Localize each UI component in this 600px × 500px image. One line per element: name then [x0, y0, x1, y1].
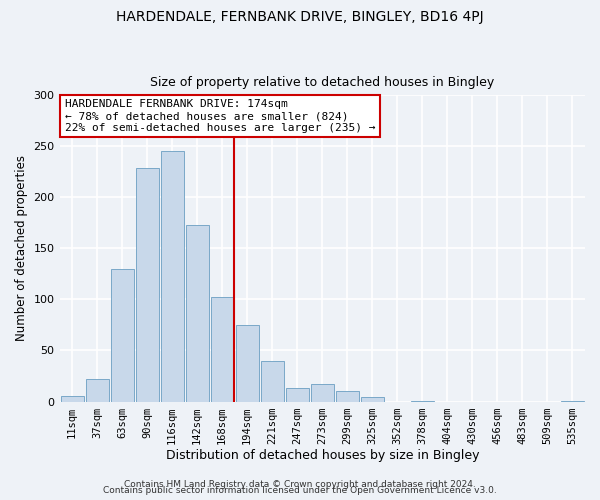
- Bar: [136, 168, 158, 402]
- X-axis label: Distribution of detached houses by size in Bingley: Distribution of detached houses by size …: [166, 450, 479, 462]
- Bar: [161, 151, 184, 402]
- Text: Contains public sector information licensed under the Open Government Licence v3: Contains public sector information licen…: [103, 486, 497, 495]
- Bar: [261, 360, 284, 402]
- Text: HARDENDALE, FERNBANK DRIVE, BINGLEY, BD16 4PJ: HARDENDALE, FERNBANK DRIVE, BINGLEY, BD1…: [116, 10, 484, 24]
- Bar: [185, 224, 209, 402]
- Bar: [411, 400, 434, 402]
- Bar: [86, 379, 109, 402]
- Y-axis label: Number of detached properties: Number of detached properties: [15, 155, 28, 341]
- Title: Size of property relative to detached houses in Bingley: Size of property relative to detached ho…: [150, 76, 494, 90]
- Bar: [236, 325, 259, 402]
- Bar: [311, 384, 334, 402]
- Bar: [286, 388, 309, 402]
- Bar: [61, 396, 83, 402]
- Bar: [561, 400, 584, 402]
- Bar: [336, 392, 359, 402]
- Bar: [110, 268, 134, 402]
- Bar: [211, 298, 233, 402]
- Text: Contains HM Land Registry data © Crown copyright and database right 2024.: Contains HM Land Registry data © Crown c…: [124, 480, 476, 489]
- Bar: [361, 398, 384, 402]
- Text: HARDENDALE FERNBANK DRIVE: 174sqm
← 78% of detached houses are smaller (824)
22%: HARDENDALE FERNBANK DRIVE: 174sqm ← 78% …: [65, 100, 375, 132]
